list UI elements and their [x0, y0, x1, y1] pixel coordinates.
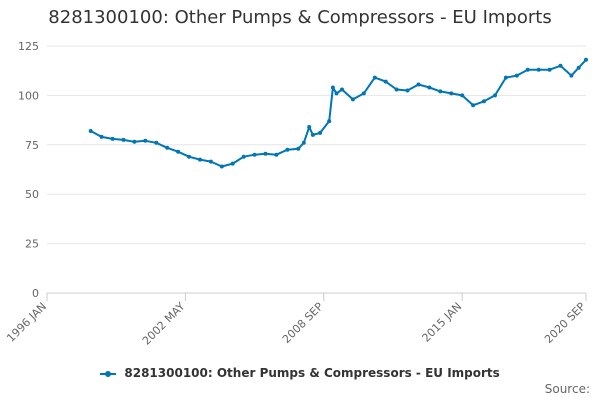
legend-dot-swatch: [105, 370, 112, 377]
series-layer: [88, 57, 588, 169]
data-point: [503, 75, 508, 80]
data-point: [165, 145, 170, 150]
data-point: [576, 65, 581, 70]
y-axis: 0 25 50 75 100 125: [18, 40, 39, 300]
x-tick-label: 2020 SEP: [542, 300, 588, 346]
source-label: Source:: [544, 382, 590, 396]
data-point: [296, 146, 301, 151]
data-point: [449, 91, 454, 96]
data-point: [427, 85, 432, 90]
data-point: [569, 73, 574, 78]
data-point: [330, 85, 335, 90]
data-point: [340, 87, 344, 92]
data-point: [208, 159, 213, 164]
data-point: [99, 134, 104, 139]
data-point: [263, 151, 268, 156]
data-point: [482, 99, 486, 104]
data-point: [416, 82, 421, 87]
data-point: [558, 63, 563, 68]
data-point: [310, 132, 315, 137]
data-point: [241, 154, 246, 159]
x-tick-label: 2015 JAN: [420, 300, 465, 345]
data-point: [252, 152, 257, 157]
y-tick-label: 50: [25, 188, 39, 201]
legend-label: 8281300100: Other Pumps & Compressors - …: [124, 366, 500, 380]
grid-lines: [47, 45, 586, 294]
y-tick-label: 25: [25, 238, 39, 251]
data-point: [143, 138, 148, 143]
data-point: [547, 67, 552, 72]
data-point: [327, 119, 332, 124]
data-point: [301, 140, 306, 145]
data-point: [285, 147, 290, 152]
data-point: [514, 73, 519, 78]
data-point: [372, 75, 377, 80]
x-tick-label: 2002 MAY: [140, 300, 188, 348]
legend-line-marker: [100, 369, 117, 379]
data-point: [176, 149, 181, 154]
chart-title: 8281300100: Other Pumps & Compressors - …: [48, 7, 552, 28]
data-point: [383, 79, 388, 84]
data-point: [394, 87, 399, 92]
x-tick-label: 2008 SEP: [280, 300, 326, 346]
legend[interactable]: 8281300100: Other Pumps & Compressors - …: [0, 366, 600, 380]
data-point: [493, 93, 497, 98]
y-tick-label: 125: [18, 40, 39, 53]
data-point: [274, 152, 279, 157]
data-point: [334, 91, 339, 96]
data-point: [88, 129, 93, 133]
data-point: [154, 140, 159, 145]
data-point: [584, 57, 588, 62]
data-point: [536, 67, 541, 72]
data-point: [318, 130, 323, 135]
data-point: [307, 125, 312, 129]
data-point: [132, 139, 137, 144]
data-point: [471, 103, 476, 108]
data-point: [525, 67, 530, 72]
data-point: [187, 154, 191, 159]
y-tick-label: 0: [32, 287, 39, 300]
data-point: [219, 164, 224, 169]
data-point: [198, 157, 202, 162]
series-line: [90, 59, 587, 168]
data-point: [350, 97, 355, 102]
data-point: [121, 137, 126, 142]
data-point: [110, 136, 115, 141]
data-point: [460, 93, 465, 98]
data-point: [361, 91, 366, 96]
data-point: [405, 88, 410, 93]
x-axis: 1996 JAN 2002 MAY 2008 SEP 2015 JAN 2020 SEP: [4, 292, 588, 348]
y-tick-label: 75: [25, 139, 39, 152]
data-point: [230, 161, 235, 166]
data-point: [438, 89, 443, 94]
x-tick-label: 1996 JAN: [4, 300, 49, 345]
y-tick-label: 100: [18, 89, 39, 102]
